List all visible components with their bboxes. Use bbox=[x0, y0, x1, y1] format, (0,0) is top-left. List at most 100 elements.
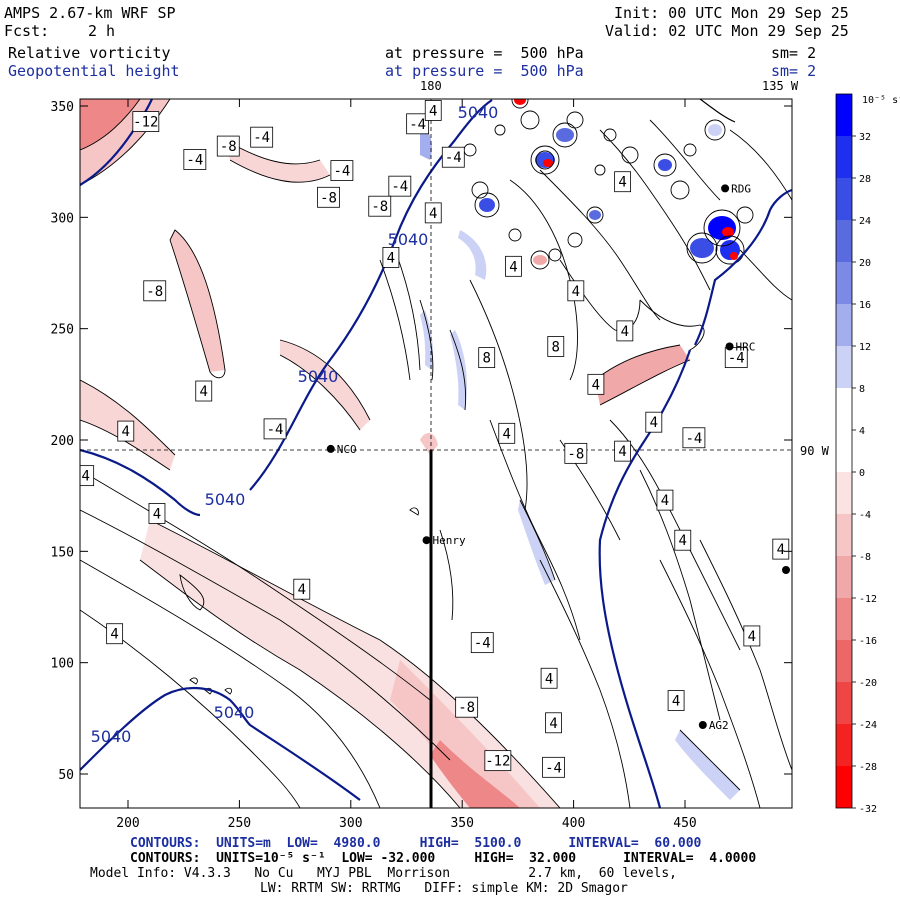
vorticity-label: 4 bbox=[509, 259, 517, 275]
colorbar-swatch bbox=[836, 724, 852, 766]
vorticity-label-box bbox=[424, 202, 442, 224]
x-tick-label: 200 bbox=[116, 816, 139, 831]
x-tick-label: 400 bbox=[562, 816, 585, 831]
x-tick-label: 350 bbox=[450, 816, 473, 831]
colorbar-swatch bbox=[836, 598, 852, 640]
vorticity-label-box bbox=[80, 465, 95, 487]
vorticity-label-box bbox=[484, 750, 512, 772]
colorbar-swatch bbox=[836, 304, 852, 346]
field2-level: at pressure = 500 hPa bbox=[385, 62, 584, 80]
colorbar: 32 28 24 20 16 12 8 4 0 -4 -8 -12 -16 -20 -24 -28 -32 bbox=[835, 93, 877, 815]
vorticity-label-box bbox=[505, 255, 522, 277]
station-marker bbox=[698, 721, 707, 730]
colorbar-label: 16 bbox=[859, 300, 871, 311]
vorticity-label-box bbox=[682, 427, 706, 449]
colorbar-swatch bbox=[836, 556, 852, 598]
vorticity-labels: -12-4-4-8-4-8-4-8-4-4-844444448-8-444484… bbox=[80, 100, 820, 778]
colorbar-label: 32 bbox=[859, 132, 871, 143]
vorticity-label: 4 bbox=[429, 103, 437, 119]
station-marker bbox=[422, 536, 431, 545]
colorbar-swatch bbox=[836, 682, 852, 724]
colorbar-swatch bbox=[836, 220, 852, 262]
vorticity-label-box bbox=[804, 138, 820, 158]
footer-model-info: Model Info: V4.3.3 No Cu MYJ PBL Morriso… bbox=[90, 866, 677, 881]
y-tick-label: 100 bbox=[51, 657, 74, 672]
x-tick-label: 250 bbox=[228, 816, 251, 831]
vorticity-label-box bbox=[106, 623, 124, 645]
vorticity-label-box bbox=[614, 171, 632, 193]
vorticity-label-box bbox=[478, 347, 496, 369]
colorbar-swatch bbox=[836, 388, 852, 430]
y-tick-label: 200 bbox=[51, 434, 74, 449]
colorbar-label: 20 bbox=[859, 258, 871, 269]
height-contour-label: 5040 bbox=[205, 490, 246, 509]
colorbar-label: -32 bbox=[859, 804, 877, 815]
colorbar-label: 4 bbox=[859, 426, 865, 437]
vorticity-label-box bbox=[470, 632, 494, 654]
vorticity-label: -4 bbox=[685, 431, 702, 447]
vorticity-label-box bbox=[143, 280, 167, 302]
vorticity-label: -4 bbox=[728, 351, 745, 367]
lon-label-90w: 90 W bbox=[800, 444, 830, 458]
y-tick-label: 300 bbox=[51, 211, 74, 226]
footer-height-contours: CONTOURS: UNITS=m LOW= 4980.0 HIGH= 5100… bbox=[130, 836, 701, 851]
vorticity-label: -8 bbox=[146, 284, 163, 300]
terrain-vorticity-clusters bbox=[479, 99, 740, 265]
vorticity-label: 4 bbox=[808, 141, 816, 157]
vorticity-contours bbox=[80, 99, 792, 808]
vorticity-label-box bbox=[547, 336, 565, 357]
vorticity-label: 4 bbox=[545, 671, 553, 687]
vorticity-label-box bbox=[382, 247, 400, 268]
height-labels: 5040 5040 5040 5040 5040 5040 bbox=[91, 103, 499, 746]
field1-smoothing: sm= 2 bbox=[771, 44, 817, 62]
vorticity-label: 4 bbox=[153, 506, 161, 522]
vorticity-label: 4 bbox=[298, 582, 306, 598]
vorticity-label: -4 bbox=[391, 179, 408, 195]
station-label: Henry bbox=[433, 534, 466, 547]
vorticity-label-box bbox=[330, 160, 354, 181]
vorticity-label-box bbox=[317, 186, 340, 208]
colorbar-label: -4 bbox=[859, 510, 871, 521]
positive-vorticity-shading bbox=[420, 120, 740, 800]
station-marker bbox=[725, 342, 734, 351]
vorticity-label-box bbox=[540, 667, 558, 689]
footer-vort-contours: CONTOURS: UNITS=10⁻⁵ s⁻¹ LOW= -32.000 HI… bbox=[130, 851, 756, 866]
height-contour-label: 5040 bbox=[214, 703, 255, 722]
vorticity-label-box bbox=[616, 320, 634, 342]
vorticity-label-box bbox=[148, 503, 166, 524]
vorticity-label-box bbox=[564, 442, 588, 464]
colorbar-swatch bbox=[836, 346, 852, 388]
valid-time: Valid: 02 UTC Mon 29 Sep 25 bbox=[605, 22, 849, 40]
stations: RDG HRC NCO Henry AG2 bbox=[326, 182, 790, 732]
vorticity-label-box bbox=[498, 422, 516, 444]
colorbar-label: -8 bbox=[859, 552, 871, 563]
vorticity-label-box bbox=[587, 373, 605, 395]
vorticity-label-box bbox=[441, 146, 465, 168]
height-contour-label: 5040 bbox=[91, 727, 132, 746]
y-tick-label: 250 bbox=[51, 323, 74, 338]
vorticity-label-box bbox=[614, 440, 632, 462]
station-label: HRC bbox=[736, 340, 756, 353]
vorticity-label: -12 bbox=[133, 115, 158, 131]
y-axis-ticks: 350 300 250 200 150 100 50 bbox=[51, 100, 792, 783]
x-tick-label: 300 bbox=[339, 816, 362, 831]
station-marker bbox=[721, 184, 730, 193]
height-contour-label: 5040 bbox=[458, 103, 499, 122]
vorticity-label-box bbox=[674, 529, 692, 551]
footer-height-high: HIGH= 5100.0 bbox=[419, 836, 522, 851]
vorticity-label: -4 bbox=[186, 152, 203, 168]
colorbar-swatch bbox=[836, 94, 852, 136]
vorticity-label-box bbox=[545, 712, 562, 734]
vorticity-label-box bbox=[455, 696, 479, 718]
init-time: Init: 00 UTC Mon 29 Sep 25 bbox=[614, 4, 849, 22]
colorbar-label: -28 bbox=[859, 762, 877, 773]
vorticity-label-box bbox=[195, 380, 213, 402]
colorbar-swatch bbox=[836, 430, 852, 472]
vorticity-label: -8 bbox=[320, 190, 337, 206]
vorticity-label: 4 bbox=[110, 627, 118, 643]
vorticity-label: 4 bbox=[621, 324, 629, 340]
vorticity-label: -4 bbox=[545, 760, 562, 776]
height-contour-label: 5040 bbox=[388, 230, 429, 249]
y-tick-label: 50 bbox=[58, 768, 74, 783]
